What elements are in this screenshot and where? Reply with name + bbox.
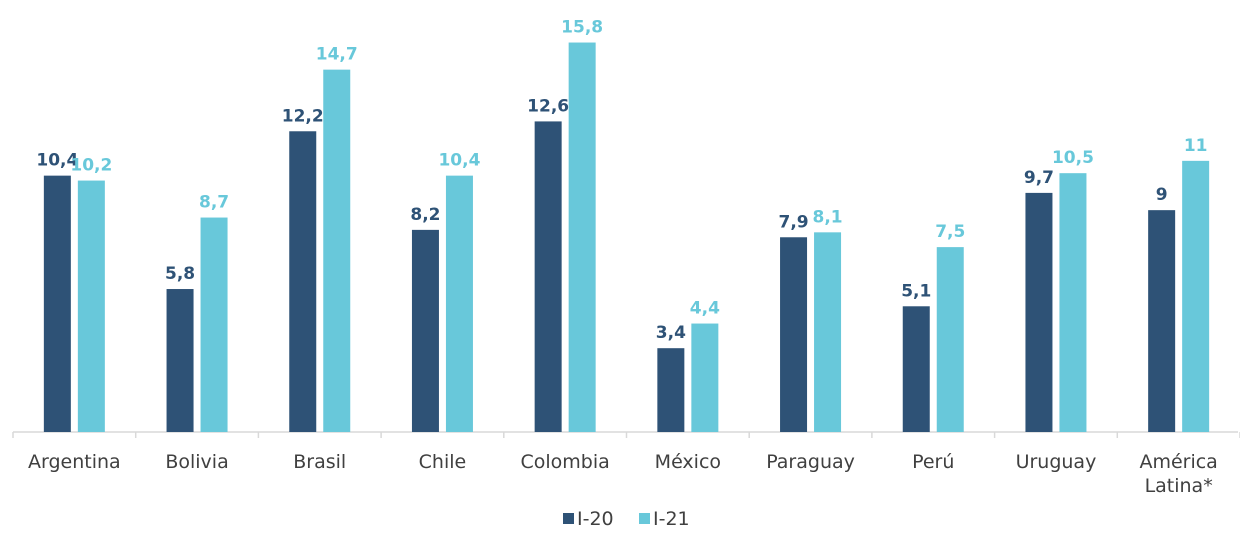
bar-I-20-7 bbox=[902, 306, 930, 432]
data-label: 9 bbox=[1156, 185, 1168, 205]
legend-swatch bbox=[639, 513, 650, 524]
data-label: 8,1 bbox=[812, 207, 842, 227]
data-label: 5,1 bbox=[901, 281, 931, 301]
data-label: 5,8 bbox=[165, 264, 195, 284]
category-label: Paraguay bbox=[766, 451, 855, 473]
category-label: Brasil bbox=[293, 451, 346, 473]
data-label: 10,4 bbox=[438, 151, 480, 171]
legend-label: I-20 bbox=[577, 508, 614, 530]
bars bbox=[43, 42, 1210, 433]
data-label: 11 bbox=[1184, 136, 1208, 156]
bar-I-21-4 bbox=[568, 42, 596, 432]
legend: I-20 I-21 bbox=[563, 508, 690, 530]
category-label: Uruguay bbox=[1016, 451, 1097, 473]
bar-I-21-0 bbox=[77, 180, 105, 432]
data-label: 4,4 bbox=[690, 299, 720, 319]
category-label: América Latina* bbox=[1139, 451, 1217, 497]
category-label: Chile bbox=[419, 451, 467, 473]
data-label: 15,8 bbox=[561, 18, 603, 38]
data-label: 3,4 bbox=[656, 323, 686, 343]
bar-I-20-3 bbox=[411, 229, 439, 432]
data-label: 10,2 bbox=[70, 156, 112, 176]
data-label: 8,7 bbox=[199, 193, 229, 213]
data-label: 12,6 bbox=[527, 96, 569, 116]
data-label: 8,2 bbox=[410, 205, 440, 225]
bar-I-20-6 bbox=[780, 237, 808, 432]
bar-I-21-1 bbox=[200, 217, 228, 432]
category-labels: Argentina Bolivia Brasil Chile Colombia Méxic… bbox=[28, 451, 1218, 497]
bar-I-20-4 bbox=[534, 121, 562, 432]
bar-I-20-0 bbox=[43, 175, 71, 432]
legend-swatch bbox=[563, 513, 574, 524]
data-label: 7,5 bbox=[935, 222, 965, 242]
data-label: 10,4 bbox=[36, 151, 78, 171]
bar-I-21-2 bbox=[323, 69, 351, 433]
bar-I-20-5 bbox=[657, 348, 685, 432]
bar-I-21-9 bbox=[1182, 160, 1210, 432]
bar-I-21-3 bbox=[445, 175, 473, 432]
data-labels: 10,410,25,88,712,214,78,210,412,615,83,4… bbox=[36, 18, 1207, 344]
category-label: Perú bbox=[912, 451, 954, 473]
bar-I-20-2 bbox=[289, 131, 317, 432]
category-label: México bbox=[655, 451, 721, 473]
data-label: 9,7 bbox=[1024, 168, 1054, 188]
bar-I-21-7 bbox=[936, 247, 964, 432]
data-label: 14,7 bbox=[316, 45, 358, 65]
data-label: 10,5 bbox=[1052, 148, 1094, 168]
data-label: 7,9 bbox=[778, 212, 808, 232]
data-label: 12,2 bbox=[282, 106, 324, 126]
bar-I-20-1 bbox=[166, 289, 194, 432]
category-label: Argentina bbox=[28, 451, 121, 473]
category-label: Bolivia bbox=[165, 451, 228, 473]
bar-I-20-8 bbox=[1025, 192, 1053, 432]
x-axis bbox=[12, 431, 1240, 438]
bar-I-21-6 bbox=[814, 232, 842, 432]
bar-I-21-8 bbox=[1059, 173, 1087, 433]
bar-I-21-5 bbox=[691, 323, 719, 432]
legend-label: I-21 bbox=[653, 508, 690, 530]
category-label: Colombia bbox=[521, 451, 610, 473]
bar-I-20-9 bbox=[1148, 210, 1176, 432]
